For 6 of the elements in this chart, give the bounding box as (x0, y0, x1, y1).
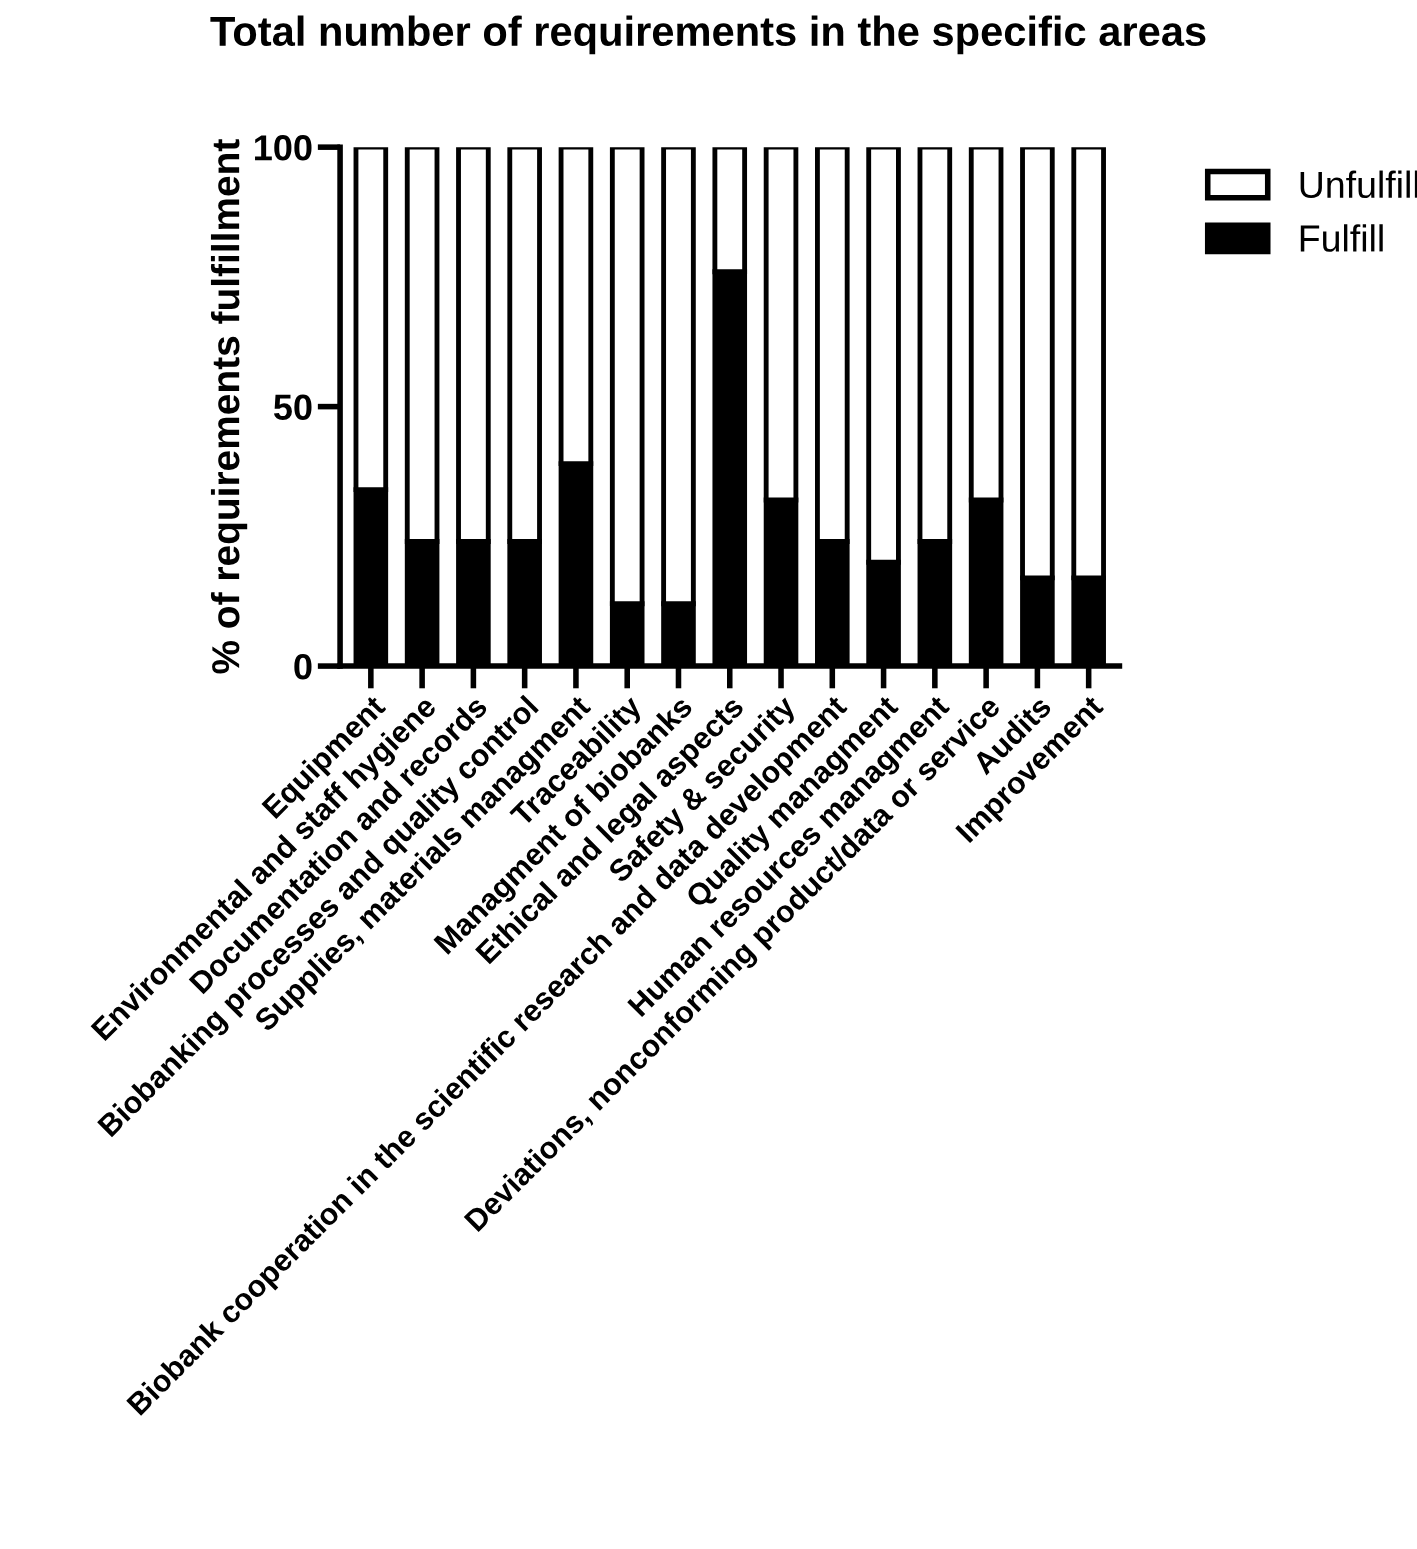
chart-title: Total number of requirements in the specific areas (210, 15, 1206, 55)
legend-label: Fulfill (1300, 224, 1383, 252)
y-tick-label: 100 (255, 135, 312, 161)
y-tick-label: 0 (294, 653, 312, 680)
y-tick-label: 50 (273, 394, 312, 421)
y-axis-title: % of requirements fulfillment (210, 139, 248, 674)
